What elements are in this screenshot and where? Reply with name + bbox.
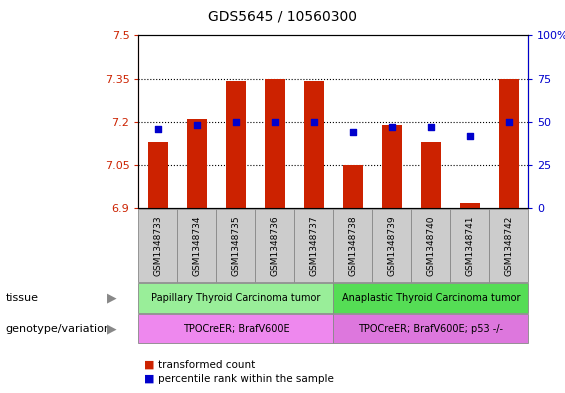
Bar [304, 81, 324, 208]
Text: Anaplastic Thyroid Carcinoma tumor: Anaplastic Thyroid Carcinoma tumor [342, 293, 520, 303]
Point [426, 124, 435, 130]
Text: ■: ■ [144, 360, 155, 370]
Bar [148, 142, 168, 208]
Text: GSM1348739: GSM1348739 [388, 215, 396, 276]
Bar [343, 165, 363, 208]
Point [310, 119, 319, 125]
Point [505, 119, 514, 125]
Text: GSM1348735: GSM1348735 [232, 215, 240, 276]
Text: TPOCreER; BrafV600E: TPOCreER; BrafV600E [182, 324, 289, 334]
Text: GSM1348742: GSM1348742 [505, 216, 513, 276]
Point [232, 119, 241, 125]
Point [192, 122, 202, 129]
Bar [382, 125, 402, 208]
Point [348, 129, 358, 135]
Text: GSM1348740: GSM1348740 [427, 216, 435, 276]
Text: GSM1348741: GSM1348741 [466, 216, 474, 276]
Text: ▶: ▶ [107, 322, 117, 335]
Text: ▶: ▶ [107, 292, 117, 305]
Text: GSM1348736: GSM1348736 [271, 215, 279, 276]
Text: GSM1348733: GSM1348733 [154, 215, 162, 276]
Text: GSM1348738: GSM1348738 [349, 215, 357, 276]
Text: GSM1348734: GSM1348734 [193, 216, 201, 276]
Text: percentile rank within the sample: percentile rank within the sample [158, 374, 334, 384]
Text: GDS5645 / 10560300: GDS5645 / 10560300 [208, 10, 357, 24]
Point [466, 132, 475, 139]
Point [154, 126, 163, 132]
Text: GSM1348737: GSM1348737 [310, 215, 318, 276]
Bar [421, 142, 441, 208]
Bar [265, 79, 285, 208]
Bar [226, 81, 246, 208]
Text: transformed count: transformed count [158, 360, 255, 370]
Text: TPOCreER; BrafV600E; p53 -/-: TPOCreER; BrafV600E; p53 -/- [358, 324, 503, 334]
Bar [499, 79, 519, 208]
Bar [460, 202, 480, 208]
Point [270, 119, 279, 125]
Text: ■: ■ [144, 374, 155, 384]
Text: genotype/variation: genotype/variation [6, 324, 112, 334]
Text: Papillary Thyroid Carcinoma tumor: Papillary Thyroid Carcinoma tumor [151, 293, 320, 303]
Text: tissue: tissue [6, 293, 38, 303]
Point [388, 124, 397, 130]
Bar [187, 119, 207, 208]
